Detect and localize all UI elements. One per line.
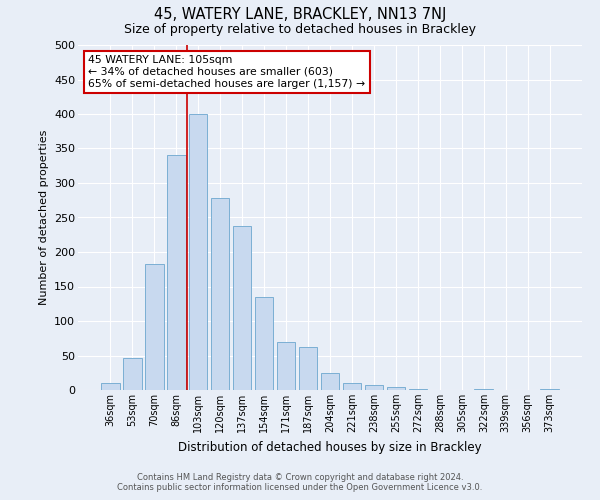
Bar — [320, 373, 340, 390]
Text: 45 WATERY LANE: 105sqm
← 34% of detached houses are smaller (603)
65% of semi-de: 45 WATERY LANE: 105sqm ← 34% of detached… — [88, 56, 365, 88]
X-axis label: Distribution of detached houses by size in Brackley: Distribution of detached houses by size … — [178, 440, 482, 454]
Bar — [365, 385, 383, 390]
Text: 45, WATERY LANE, BRACKLEY, NN13 7NJ: 45, WATERY LANE, BRACKLEY, NN13 7NJ — [154, 8, 446, 22]
Text: Contains HM Land Registry data © Crown copyright and database right 2024.
Contai: Contains HM Land Registry data © Crown c… — [118, 473, 482, 492]
Bar — [299, 347, 317, 390]
Bar — [386, 386, 405, 390]
Bar — [255, 297, 274, 390]
Bar — [211, 198, 229, 390]
Bar — [123, 358, 142, 390]
Bar — [277, 342, 295, 390]
Y-axis label: Number of detached properties: Number of detached properties — [38, 130, 49, 305]
Bar — [233, 226, 251, 390]
Bar — [189, 114, 208, 390]
Bar — [541, 388, 559, 390]
Bar — [343, 383, 361, 390]
Bar — [409, 388, 427, 390]
Bar — [145, 264, 164, 390]
Bar — [167, 156, 185, 390]
Text: Size of property relative to detached houses in Brackley: Size of property relative to detached ho… — [124, 22, 476, 36]
Bar — [101, 383, 119, 390]
Bar — [475, 388, 493, 390]
